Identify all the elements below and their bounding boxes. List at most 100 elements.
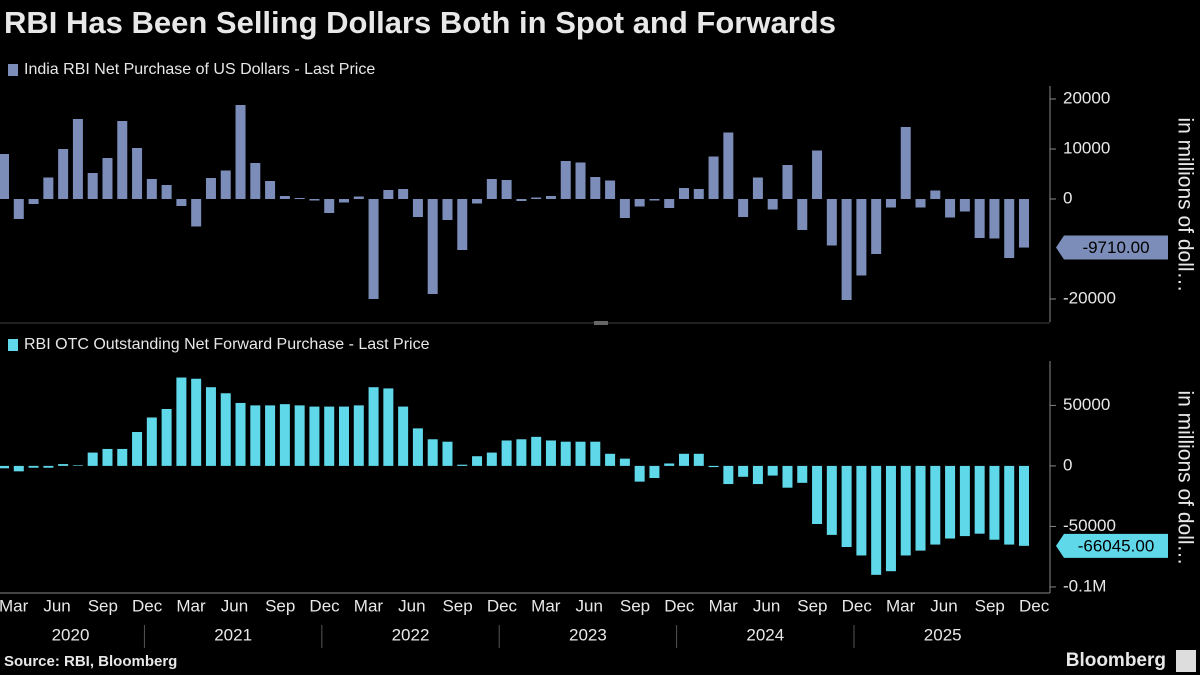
bar <box>989 465 1000 540</box>
brand: Bloomberg <box>1066 650 1166 671</box>
bar <box>309 406 320 466</box>
bar <box>885 465 896 572</box>
bar <box>28 199 39 204</box>
bar <box>930 465 941 545</box>
y-tick-label: -0.1M <box>1063 576 1106 595</box>
bar <box>161 185 172 199</box>
bar <box>767 199 778 210</box>
bar <box>974 465 985 534</box>
bar <box>900 127 911 199</box>
bar <box>102 158 113 199</box>
bar <box>915 465 926 551</box>
x-tick-label: Sep <box>797 596 827 615</box>
bar <box>634 199 645 207</box>
bar <box>265 405 276 466</box>
bar <box>560 161 571 199</box>
bar <box>605 453 616 466</box>
bar <box>693 453 704 466</box>
bar <box>279 404 290 466</box>
bar <box>132 432 143 466</box>
bar <box>486 179 497 199</box>
bar <box>132 148 143 199</box>
y-tick-label: 0 <box>1063 188 1072 207</box>
bar <box>693 189 704 199</box>
x-tick-label: Mar <box>709 596 739 615</box>
x-tick-label: Dec <box>664 596 695 615</box>
bar <box>294 405 305 466</box>
bar <box>664 463 675 466</box>
bar <box>649 199 660 201</box>
bar <box>634 465 645 482</box>
bar <box>324 199 335 213</box>
bar <box>664 199 675 208</box>
x-year-label: 2023 <box>569 625 607 644</box>
bar <box>619 199 630 218</box>
x-tick-label: Jun <box>753 596 780 615</box>
x-tick-label: Jun <box>398 596 425 615</box>
y-tick-label: 10000 <box>1063 138 1110 157</box>
x-tick-label: Jun <box>43 596 70 615</box>
x-tick-label: Mar <box>531 596 561 615</box>
bar <box>353 196 364 199</box>
bar <box>191 199 202 227</box>
bar <box>383 190 394 199</box>
bar <box>959 465 970 537</box>
bar <box>915 199 926 208</box>
bar <box>767 465 778 476</box>
legend-label: India RBI Net Purchase of US Dollars - L… <box>24 61 375 78</box>
bar <box>590 441 601 466</box>
bar <box>723 132 734 199</box>
bar <box>339 406 349 466</box>
bar <box>930 190 941 199</box>
bar <box>797 199 808 230</box>
bar <box>738 465 749 477</box>
y-tick-label: -50000 <box>1063 516 1116 535</box>
bar <box>649 465 660 478</box>
bar <box>989 199 1000 239</box>
bar <box>812 465 823 524</box>
bar <box>457 199 468 250</box>
x-tick-label: Mar <box>354 596 384 615</box>
legend-swatch <box>8 64 18 76</box>
bar <box>797 465 808 483</box>
bar <box>324 406 335 466</box>
bar <box>605 180 616 199</box>
bar <box>442 199 453 220</box>
bar <box>294 198 305 199</box>
x-tick-label: Dec <box>842 596 873 615</box>
bar <box>945 465 956 539</box>
bar <box>353 405 364 466</box>
value-tag <box>1056 235 1168 260</box>
bar <box>87 173 98 199</box>
bar <box>679 453 689 466</box>
bar <box>841 199 852 300</box>
x-tick-label: Sep <box>620 596 650 615</box>
bar <box>826 199 837 246</box>
bar <box>43 177 54 199</box>
bar <box>427 439 438 466</box>
x-tick-label: Dec <box>1019 596 1050 615</box>
bar <box>945 199 956 218</box>
bar <box>959 199 970 212</box>
bar <box>501 180 512 199</box>
bar <box>205 178 216 199</box>
bar <box>723 465 734 485</box>
bar <box>87 452 98 466</box>
bar <box>885 199 896 208</box>
bar <box>279 196 290 199</box>
bar <box>974 199 985 238</box>
bar <box>472 199 483 204</box>
x-year-label: 2024 <box>746 625 784 644</box>
bar <box>575 162 586 199</box>
bar <box>782 465 793 488</box>
bar <box>176 199 187 206</box>
bar <box>220 393 231 466</box>
bar <box>146 179 157 199</box>
x-tick-label: Dec <box>132 596 163 615</box>
brand-icon <box>1176 650 1196 672</box>
bar <box>0 154 9 199</box>
y-tick-label: -20000 <box>1063 288 1116 307</box>
x-tick-label: Dec <box>309 596 340 615</box>
bar <box>309 199 320 201</box>
